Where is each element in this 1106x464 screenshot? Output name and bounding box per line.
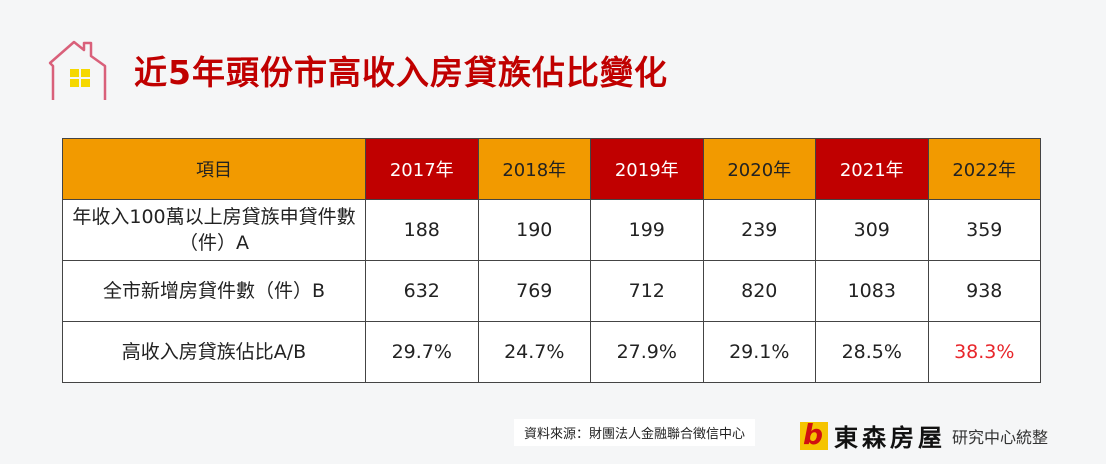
brand-subtitle: 研究中心統整 (952, 427, 1049, 447)
header-cell: 2018年 (477, 138, 591, 200)
table-cell: 712 (590, 260, 704, 322)
row-label: 年收入100萬以上房貸族申貸件數（件）A (62, 199, 366, 261)
header-cell: 2019年 (590, 138, 704, 200)
header-cell: 2017年 (365, 138, 479, 200)
table-cell: 27.9% (590, 321, 704, 383)
table-cell: 188 (365, 199, 479, 261)
table-cell: 769 (477, 260, 591, 322)
header-cell: 2021年 (815, 138, 929, 200)
table-row: 全市新增房貸件數（件）B 632 769 712 820 1083 938 (62, 260, 1041, 322)
table-cell: 359 (927, 199, 1041, 261)
brand-name: 東森房屋 (834, 423, 946, 452)
table-cell: 820 (702, 260, 816, 322)
table-cell: 938 (927, 260, 1041, 322)
highlighted-cell: 38.3% (927, 321, 1041, 383)
table-row: 年收入100萬以上房貸族申貸件數（件）A 188 190 199 239 309… (62, 199, 1041, 261)
header-cell: 2022年 (927, 138, 1041, 200)
table-cell: 29.7% (365, 321, 479, 383)
table-cell: 28.5% (815, 321, 929, 383)
table-cell: 239 (702, 199, 816, 261)
house-icon (46, 36, 112, 106)
table-cell: 199 (590, 199, 704, 261)
table-cell: 632 (365, 260, 479, 322)
row-label: 全市新增房貸件數（件）B (62, 260, 366, 322)
data-table: 項目 2017年 2018年 2019年 2020年 2021年 2022年 年… (62, 138, 1041, 383)
table-cell: 1083 (815, 260, 929, 322)
header-cell: 項目 (62, 138, 366, 200)
table-cell: 29.1% (702, 321, 816, 383)
page-title: 近5年頭份市高收入房貸族佔比變化 (134, 53, 668, 92)
header-cell: 2020年 (702, 138, 816, 200)
logo-icon: b (800, 418, 828, 451)
brand-logo: b 東森房屋 研究中心統整 (800, 418, 1048, 453)
table-cell: 24.7% (477, 321, 591, 383)
table-row: 高收入房貸族佔比A/B 29.7% 24.7% 27.9% 29.1% 28.5… (62, 321, 1041, 383)
row-label: 高收入房貸族佔比A/B (62, 321, 366, 383)
source-note: 資料來源：財團法人金融聯合徵信中心 (514, 419, 756, 446)
table-cell: 190 (477, 199, 591, 261)
table-cell: 309 (815, 199, 929, 261)
header-row: 項目 2017年 2018年 2019年 2020年 2021年 2022年 (62, 138, 1041, 200)
